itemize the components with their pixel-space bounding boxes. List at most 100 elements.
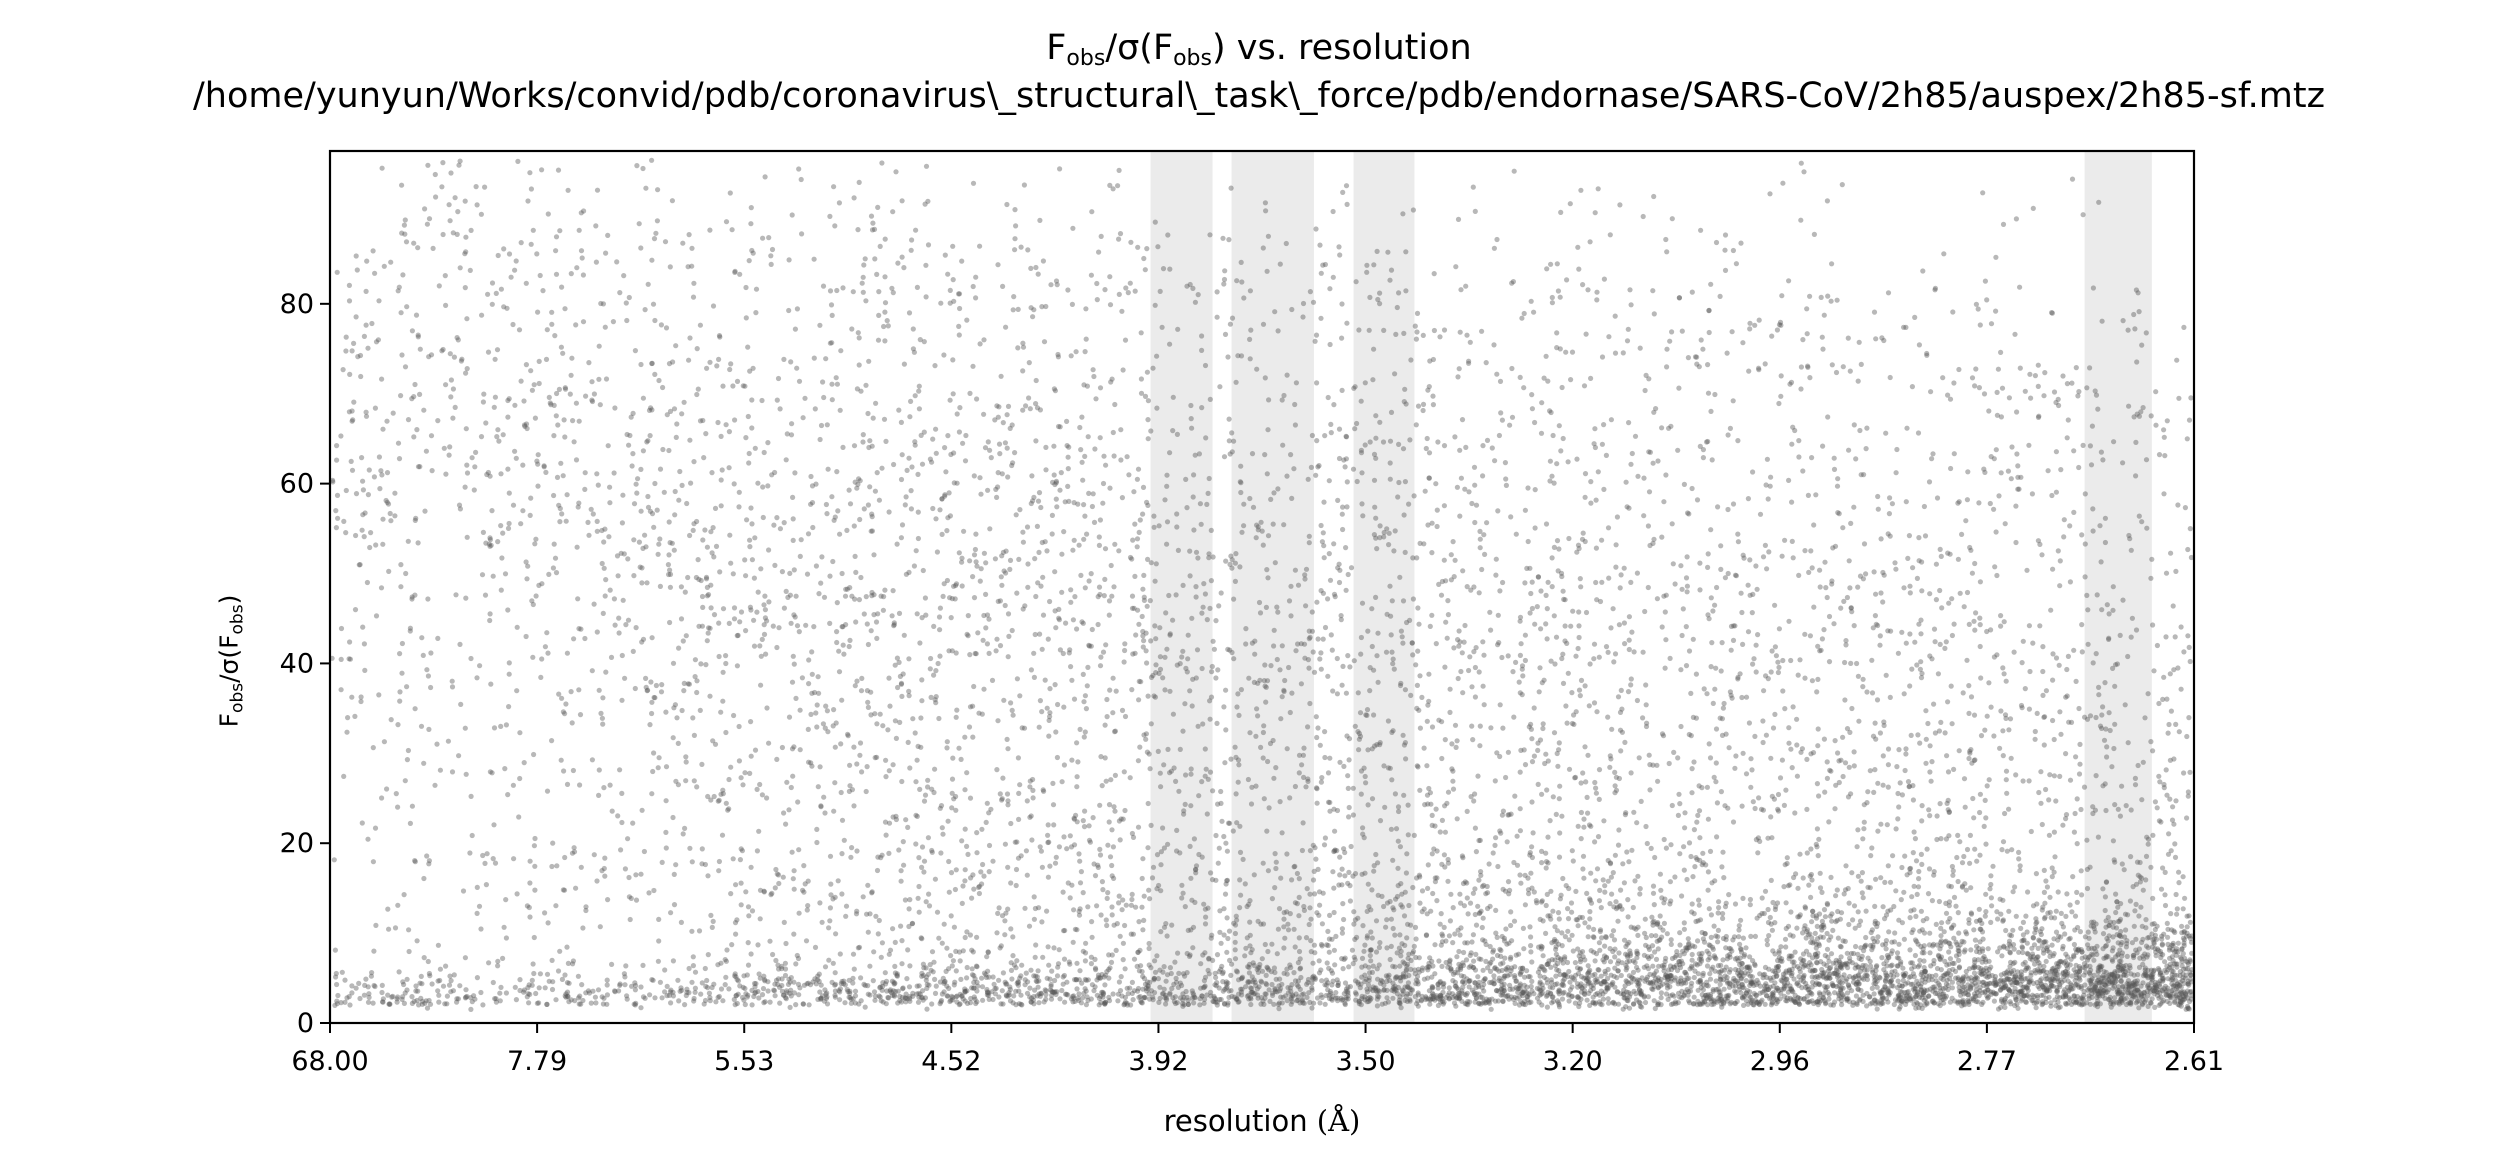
data-point <box>2160 865 2166 871</box>
data-point <box>505 792 511 798</box>
data-point <box>1016 988 1022 994</box>
data-point <box>736 489 742 495</box>
data-point <box>941 581 947 587</box>
data-point <box>1150 672 1156 679</box>
data-point <box>2164 988 2170 994</box>
data-point <box>1330 993 1336 1000</box>
data-point <box>2040 999 2046 1005</box>
data-point <box>1501 988 1508 994</box>
data-point <box>2179 923 2185 929</box>
data-point <box>450 415 456 421</box>
data-point <box>626 894 633 900</box>
data-point <box>361 534 367 540</box>
data-point <box>2060 822 2066 828</box>
data-point <box>1247 730 1253 736</box>
data-point <box>1036 991 1042 997</box>
data-point <box>1834 887 1840 893</box>
data-point <box>1993 529 1999 535</box>
data-point <box>516 327 523 333</box>
data-point <box>726 986 732 992</box>
data-point <box>2093 651 2099 657</box>
data-point <box>803 622 809 628</box>
data-point <box>780 874 786 880</box>
data-point <box>1113 688 1119 694</box>
data-point <box>1081 824 1088 830</box>
data-point <box>1638 988 1644 994</box>
data-point <box>1248 1001 1254 1008</box>
data-point <box>450 988 456 994</box>
data-point <box>581 208 587 214</box>
data-point <box>1945 392 1951 398</box>
data-point <box>531 970 537 977</box>
data-point <box>399 352 405 358</box>
data-point <box>1023 403 1029 409</box>
data-point <box>536 380 542 387</box>
data-point <box>1862 967 1868 973</box>
data-point <box>513 455 519 461</box>
data-point <box>1377 818 1384 824</box>
data-point <box>1031 1001 1037 1007</box>
data-point <box>2028 395 2034 401</box>
data-point <box>1085 904 1091 910</box>
data-point <box>1745 496 1751 502</box>
data-point <box>914 284 921 290</box>
data-point <box>848 1000 854 1006</box>
data-point <box>1528 943 1534 949</box>
data-point <box>749 1002 755 1008</box>
data-point <box>1887 374 1893 381</box>
data-point <box>717 334 723 340</box>
data-point <box>1167 991 1173 997</box>
data-point <box>341 518 347 525</box>
data-point <box>1140 973 1146 980</box>
data-point <box>861 981 867 988</box>
data-point <box>2131 311 2137 318</box>
data-point <box>1677 930 1683 936</box>
data-point <box>965 851 971 858</box>
data-point <box>718 503 724 509</box>
data-point <box>1317 742 1323 748</box>
data-point <box>610 319 617 325</box>
data-point <box>1269 896 1275 902</box>
data-point <box>609 808 615 814</box>
data-point <box>1982 278 1988 284</box>
data-point <box>2103 807 2109 814</box>
data-point <box>1229 961 1235 967</box>
data-point <box>967 558 973 564</box>
data-point <box>1439 719 1445 725</box>
data-point <box>1565 459 1571 465</box>
data-point <box>1174 511 1180 517</box>
data-point <box>1892 560 1898 566</box>
data-point <box>1101 593 1107 599</box>
data-point <box>1652 1005 1658 1012</box>
data-point <box>556 386 563 392</box>
data-point <box>1762 542 1768 549</box>
title-part-obs-subscript-2: obs <box>1173 46 1212 71</box>
data-point <box>578 1001 584 1007</box>
data-point <box>1176 788 1182 794</box>
data-point <box>1525 485 1531 491</box>
data-point <box>559 284 565 290</box>
data-point <box>2069 380 2075 386</box>
data-point <box>1093 967 1099 973</box>
data-point <box>2028 970 2034 976</box>
data-point <box>1543 521 1550 527</box>
data-point <box>1508 909 1514 915</box>
data-point <box>1413 954 1419 961</box>
data-point <box>1984 783 1990 789</box>
data-point <box>2041 889 2047 896</box>
data-point <box>1206 971 1212 977</box>
data-point <box>448 377 454 383</box>
data-point <box>2143 925 2149 931</box>
data-point <box>2175 665 2181 671</box>
data-point <box>562 972 568 978</box>
data-point <box>1918 631 1924 637</box>
data-point <box>1544 606 1550 612</box>
data-point <box>349 408 355 414</box>
data-point <box>2109 981 2115 987</box>
data-point <box>746 258 752 264</box>
data-point <box>1028 667 1034 673</box>
data-point <box>995 414 1001 420</box>
data-point <box>1747 326 1753 332</box>
data-point <box>1765 676 1771 682</box>
